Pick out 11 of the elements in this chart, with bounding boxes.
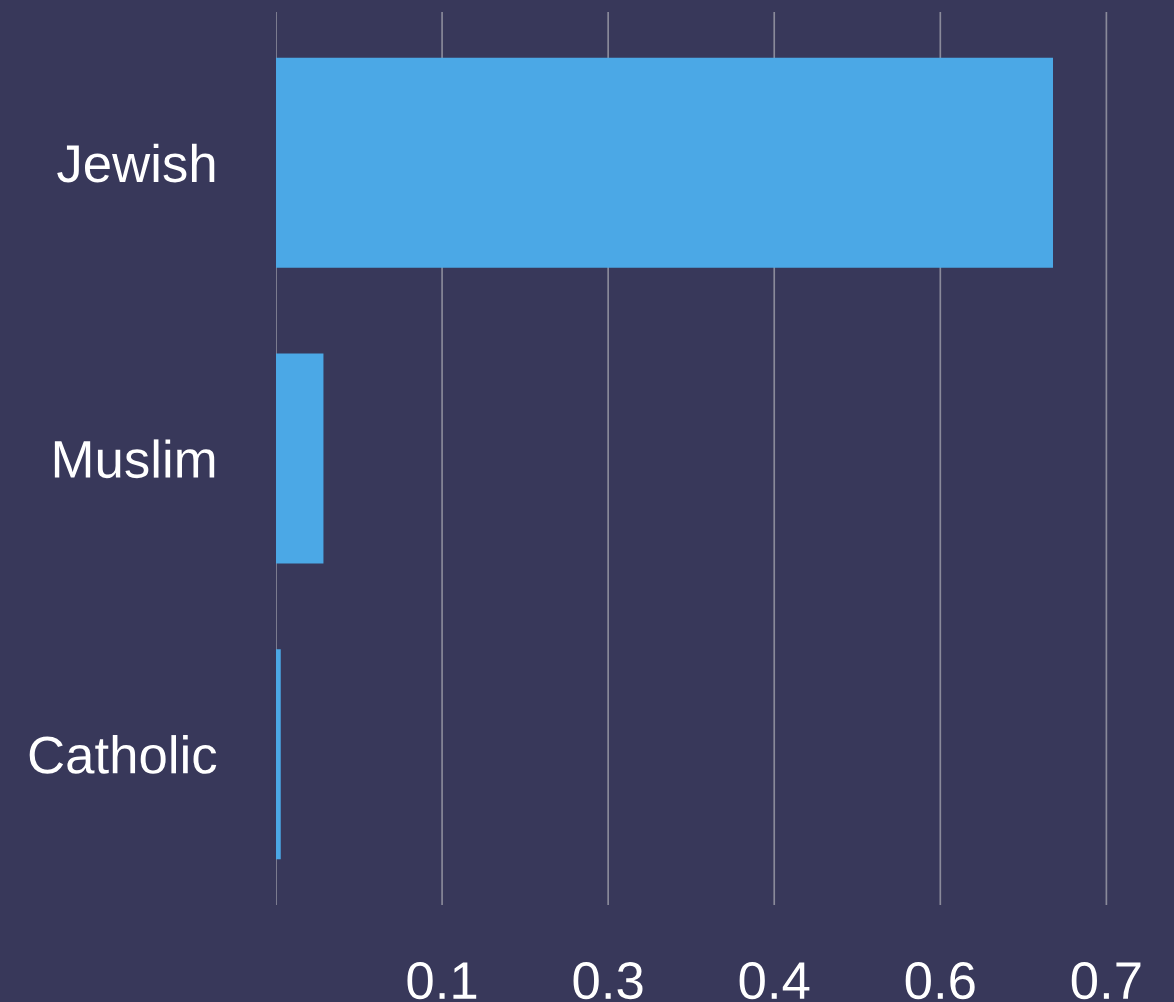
x-tick-label: 0.4 <box>739 961 810 1000</box>
bar <box>276 57 1053 268</box>
y-tick-label: Catholic <box>29 735 217 774</box>
x-tick-label: 0.3 <box>573 961 643 1000</box>
y-tick-label: Jewish <box>57 143 215 183</box>
x-tick-label: 0.1 <box>407 961 477 1000</box>
y-tick-label: Muslim <box>54 439 215 479</box>
bar <box>276 353 324 564</box>
x-tick-label: 0.6 <box>905 961 975 1000</box>
x-tick-label: 0.7 <box>1071 961 1141 1000</box>
bar <box>276 649 281 860</box>
